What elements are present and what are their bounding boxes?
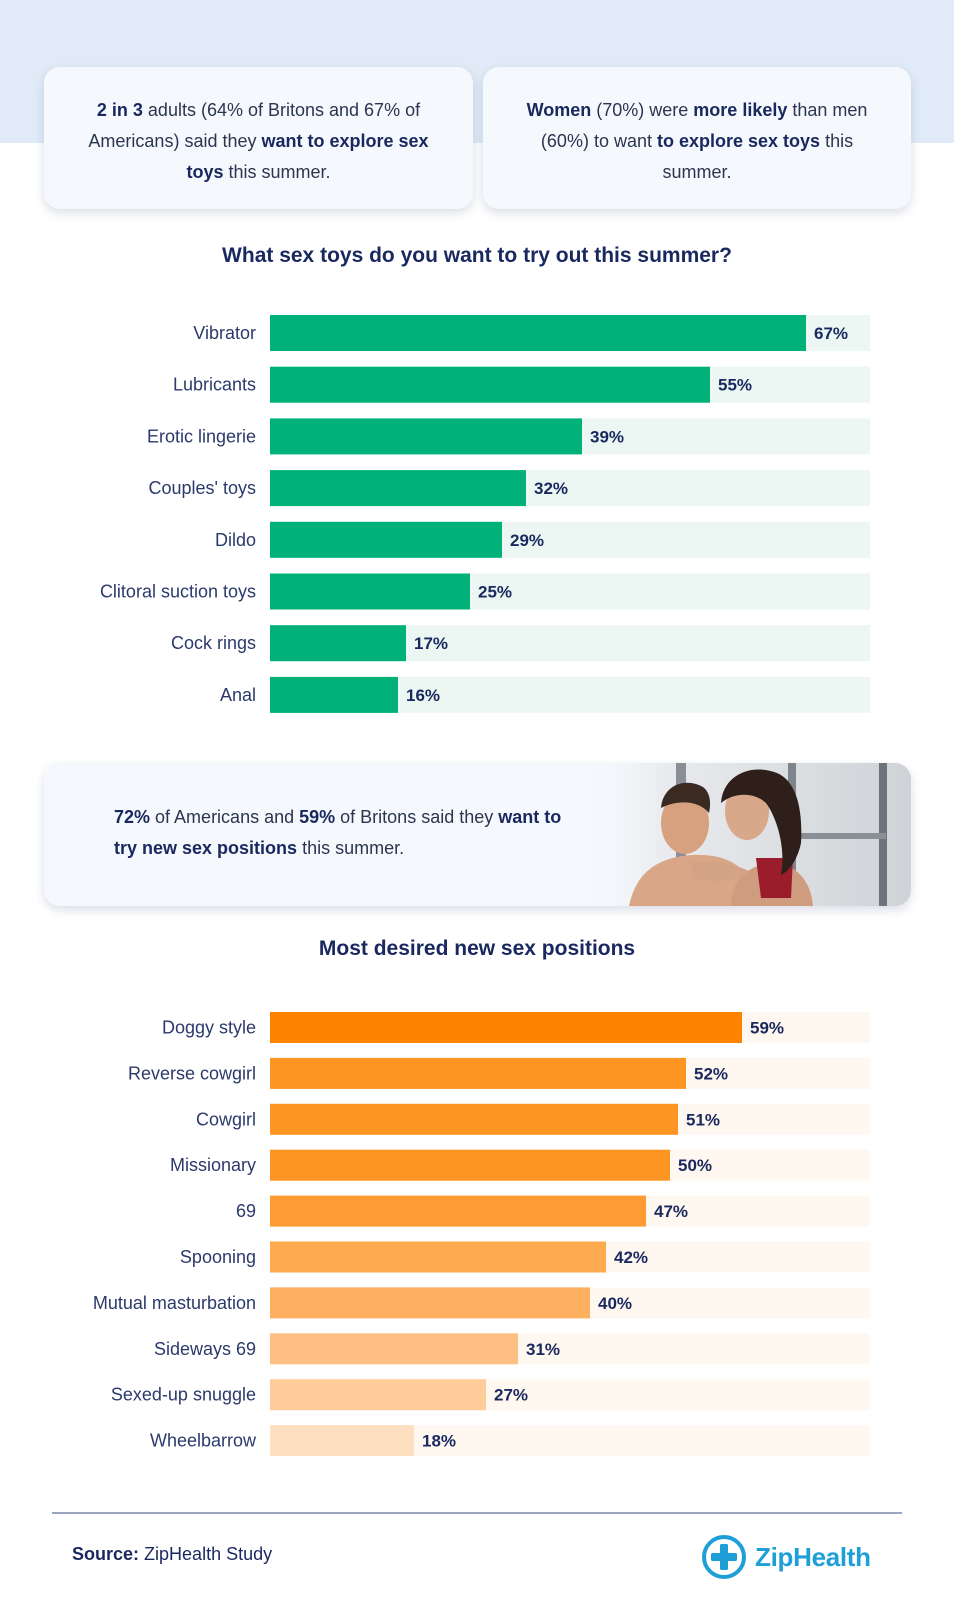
category-label: Doggy style	[162, 1018, 256, 1038]
bar	[270, 315, 806, 351]
stat-card-positions: 72% of Americans and 59% of Britons said…	[44, 763, 911, 906]
bar	[270, 625, 406, 662]
bar	[270, 1149, 670, 1181]
stat-emphasis: 59%	[299, 807, 336, 827]
stat-emphasis: Women	[526, 100, 592, 120]
footer-divider	[52, 1512, 902, 1514]
bar	[270, 366, 710, 403]
bar	[270, 1425, 414, 1457]
stat-emphasis: more likely	[693, 100, 788, 120]
value-label: 25%	[478, 583, 512, 602]
stat-text: this summer.	[662, 131, 854, 182]
stat-card-text: 72% of Americans and 59% of Britons said…	[114, 802, 564, 864]
stat-text: than men (60%) to want	[540, 100, 868, 151]
stat-text: adults (64% of Britons and 67% of Americ…	[88, 100, 421, 151]
value-label: 31%	[526, 1340, 560, 1359]
value-label: 55%	[718, 376, 752, 395]
source-value: ZipHealth Study	[144, 1544, 273, 1564]
value-label: 32%	[534, 479, 568, 498]
stat-text: of Americans and	[150, 807, 300, 827]
value-label: 27%	[494, 1386, 528, 1405]
bar	[270, 418, 582, 455]
category-label: Sexed-up snuggle	[111, 1385, 256, 1405]
bar	[270, 1241, 606, 1273]
category-label: Erotic lingerie	[147, 426, 256, 446]
stat-text: of Britons said they	[335, 807, 499, 827]
category-label: Missionary	[170, 1155, 256, 1175]
stat-card-adults: 2 in 3 adults (64% of Britons and 67% of…	[44, 67, 473, 209]
category-label: Lubricants	[173, 375, 256, 395]
value-label: 50%	[678, 1156, 712, 1175]
value-label: 59%	[750, 1019, 784, 1038]
value-label: 39%	[590, 427, 624, 446]
stat-card-text: Women (70%) were more likely than men (6…	[513, 95, 881, 188]
bar	[270, 521, 502, 558]
stat-emphasis: want to try new sex positions	[114, 807, 562, 858]
value-label: 29%	[510, 531, 544, 550]
stat-card-women: Women (70%) were more likely than men (6…	[483, 67, 911, 209]
value-label: 52%	[694, 1064, 728, 1083]
stat-card-text: 2 in 3 adults (64% of Britons and 67% of…	[74, 95, 443, 188]
bar	[270, 1057, 686, 1089]
toys-bar-chart: Vibrator 67% Lubricants 55% Erotic lingerie 3…	[100, 315, 870, 713]
medical-cross-icon	[702, 1535, 746, 1579]
value-label: 16%	[406, 686, 440, 705]
value-label: 67%	[814, 324, 848, 343]
stat-emphasis: 2 in 3	[96, 100, 143, 120]
chart-title-toys: What sex toys do you want to try out thi…	[222, 244, 732, 267]
bar	[270, 1287, 590, 1319]
value-label: 17%	[414, 634, 448, 653]
category-label: Reverse cowgirl	[128, 1063, 256, 1083]
bar	[270, 1103, 678, 1135]
source-note: Source: ZipHealth Study	[72, 1544, 272, 1565]
value-label: 18%	[422, 1432, 456, 1451]
stat-text: (70%) were	[591, 100, 694, 120]
bar	[270, 1379, 486, 1411]
couple-photo	[581, 763, 911, 906]
value-label: 47%	[654, 1202, 688, 1221]
chart-title-positions: Most desired new sex positions	[318, 937, 636, 960]
category-label: Cowgirl	[196, 1109, 256, 1129]
category-label: Anal	[220, 685, 256, 705]
bar	[270, 1012, 742, 1043]
stat-emphasis: want to explore sex toys	[186, 131, 429, 182]
bar	[270, 1195, 646, 1227]
bar	[270, 676, 398, 713]
category-label: Dildo	[215, 530, 256, 550]
category-label: Mutual masturbation	[93, 1293, 256, 1313]
bar	[270, 573, 470, 610]
source-label: Source:	[72, 1544, 140, 1564]
stat-emphasis: to explore sex toys	[656, 131, 821, 151]
category-label: Spooning	[180, 1247, 256, 1267]
category-label: Cock rings	[171, 633, 256, 653]
category-label: Vibrator	[193, 323, 256, 343]
value-label: 42%	[614, 1248, 648, 1267]
stat-emphasis: 72%	[114, 807, 151, 827]
value-label: 40%	[598, 1294, 632, 1313]
stat-text: this summer.	[223, 162, 331, 182]
category-label: Couples' toys	[149, 478, 257, 498]
category-label: Wheelbarrow	[150, 1431, 257, 1451]
category-label: Sideways 69	[154, 1339, 256, 1359]
value-label: 51%	[686, 1110, 720, 1129]
bar	[270, 1333, 518, 1365]
ziphealth-logo: ZipHealth	[701, 1533, 871, 1581]
category-label: 69	[236, 1201, 256, 1221]
category-label: Clitoral suction toys	[100, 582, 256, 602]
stat-text: this summer.	[297, 838, 405, 858]
logo-text: ZipHealth	[755, 1541, 871, 1572]
bar	[270, 470, 526, 507]
positions-bar-chart: Doggy style 59% Reverse cowgirl 52% Cowgirl 5…	[93, 1012, 870, 1457]
